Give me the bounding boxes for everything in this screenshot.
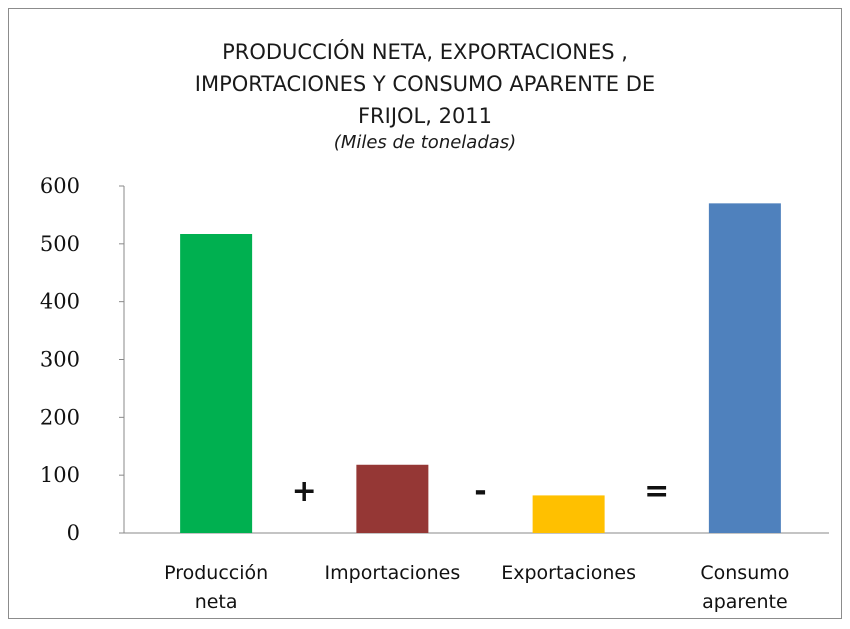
bar (356, 464, 429, 533)
category-label: Exportaciones (501, 562, 636, 584)
y-tick-label: 500 (40, 232, 80, 256)
chart-subtitle: (Miles de toneladas) (334, 132, 516, 153)
category-label: Producción (164, 562, 268, 584)
chart-frame: PRODUCCIÓN NETA, EXPORTACIONES , IMPORTAC… (8, 8, 842, 619)
y-tick-label: 400 (40, 290, 80, 314)
chart-title-line: FRIJOL, 2011 (358, 104, 492, 128)
y-tick-label: 100 (40, 463, 80, 487)
category-label: Consumo (700, 562, 789, 584)
y-axis-ticks: 0 100 200 300 400 500 600 (40, 174, 124, 545)
chart-title: PRODUCCIÓN NETA, EXPORTACIONES , IMPORTAC… (195, 39, 655, 128)
bar-chart: PRODUCCIÓN NETA, EXPORTACIONES , IMPORTAC… (40, 39, 829, 613)
bar (708, 203, 781, 533)
category-label: aparente (702, 591, 788, 613)
category-labels: Producción neta Importaciones Exportaciones… (164, 562, 789, 613)
bars (180, 203, 781, 534)
y-tick-label: 300 (40, 348, 80, 372)
category-label: Importaciones (325, 562, 461, 584)
y-tick-label: 0 (67, 521, 80, 545)
bar (180, 234, 253, 534)
category-label: neta (195, 591, 238, 613)
y-tick-label: 600 (40, 174, 80, 198)
operator-sign: = (644, 474, 669, 509)
chart-title-line: IMPORTACIONES Y CONSUMO APARENTE DE (195, 72, 655, 96)
bar (532, 495, 605, 533)
y-tick-label: 200 (40, 405, 80, 429)
operator-sign: + (292, 474, 317, 509)
chart-title-line: PRODUCCIÓN NETA, EXPORTACIONES , (222, 39, 628, 64)
operators: + - = (292, 474, 670, 509)
operator-sign: - (474, 474, 486, 509)
